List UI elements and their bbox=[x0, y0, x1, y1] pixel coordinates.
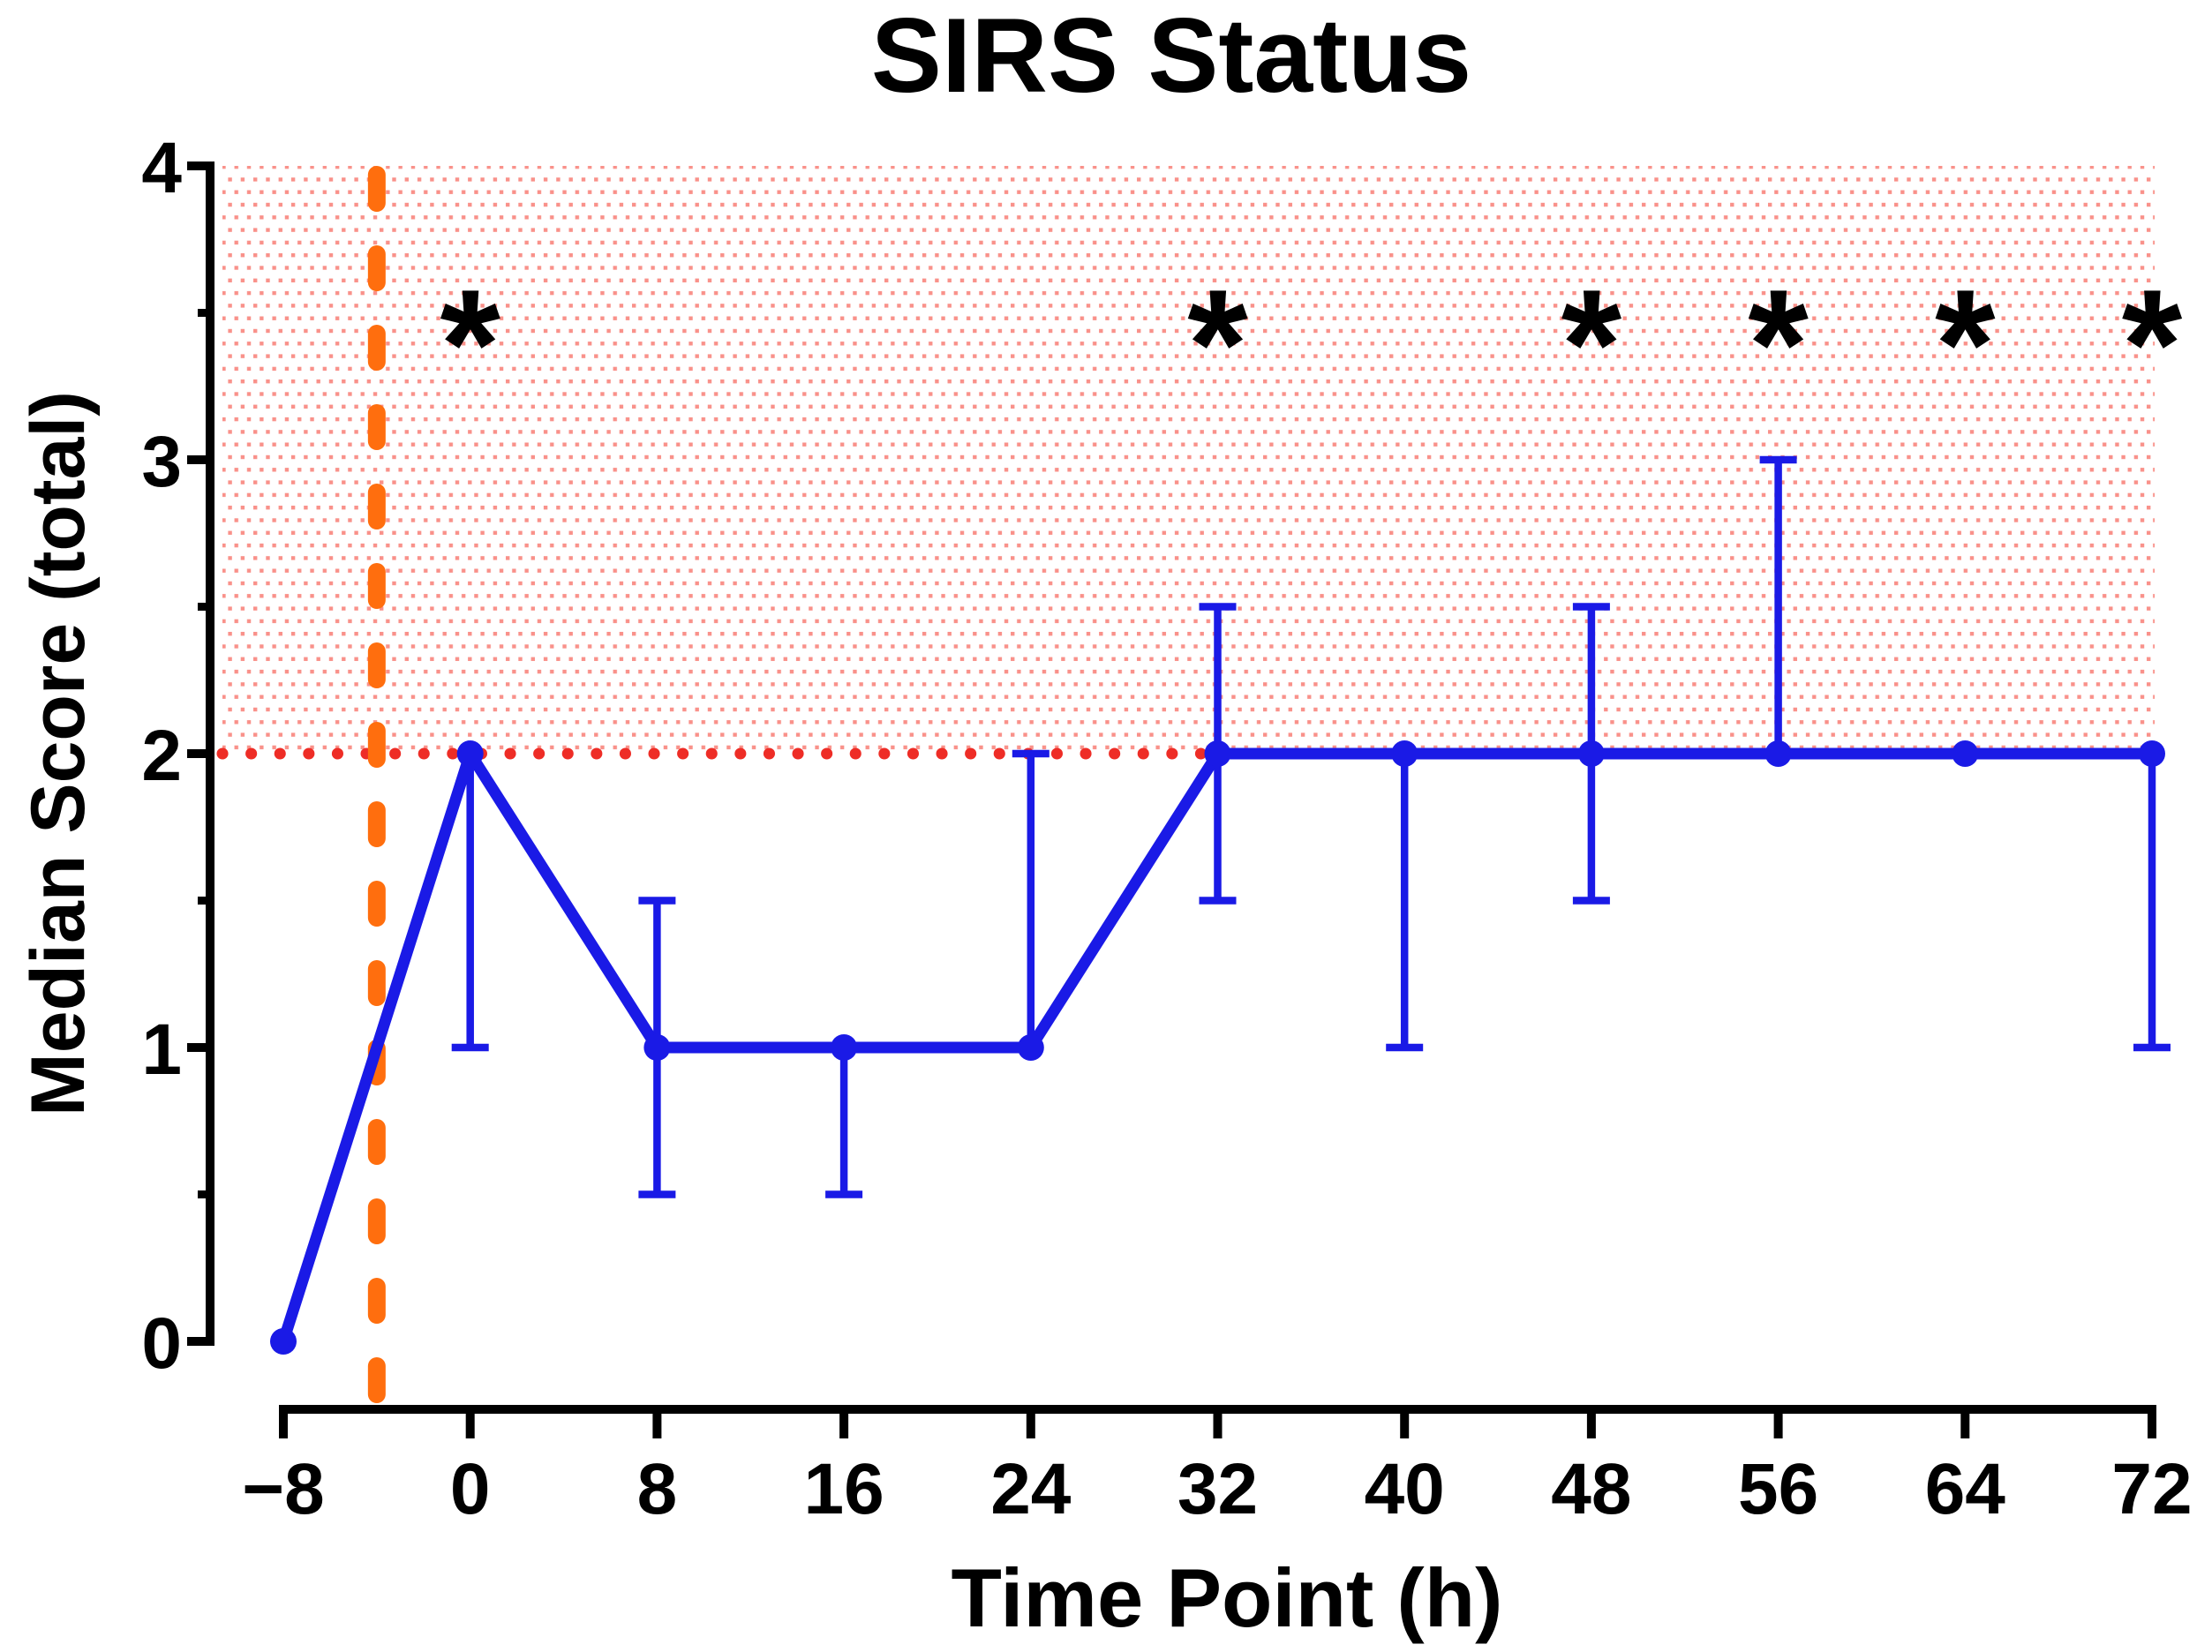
significance-asterisk: * bbox=[1748, 259, 1809, 432]
data-point bbox=[1952, 740, 1979, 767]
significance-asterisk: * bbox=[1561, 259, 1622, 432]
chart-title: SIRS Status bbox=[871, 0, 1471, 115]
x-tick-label: 8 bbox=[637, 1449, 678, 1529]
y-tick-label: 1 bbox=[141, 1010, 182, 1090]
x-tick-label: 32 bbox=[1177, 1449, 1258, 1529]
x-tick-label: 40 bbox=[1365, 1449, 1445, 1529]
data-point bbox=[1204, 740, 1231, 767]
series-layer bbox=[270, 455, 2171, 1355]
x-tick-label: 72 bbox=[2111, 1449, 2192, 1529]
axes-layer: 0 1 2 3 4 −8 0 8 16 24 32 40 48 56 64 72 bbox=[141, 128, 2192, 1529]
significance-asterisk: * bbox=[2122, 259, 2183, 432]
significance-asterisk: * bbox=[1187, 259, 1248, 432]
y-tick-label: 3 bbox=[141, 422, 182, 502]
data-point bbox=[1017, 1034, 1044, 1061]
data-point bbox=[1577, 740, 1605, 767]
y-tick-label: 4 bbox=[141, 128, 182, 208]
significance-asterisk: * bbox=[1935, 259, 1996, 432]
data-point bbox=[270, 1328, 297, 1355]
x-tick-label: 24 bbox=[990, 1449, 1072, 1529]
shaded-region-layer bbox=[222, 166, 2155, 754]
x-tick-label: 16 bbox=[803, 1449, 884, 1529]
x-tick-label: 0 bbox=[450, 1449, 491, 1529]
y-tick-label: 0 bbox=[141, 1303, 182, 1384]
data-point bbox=[1764, 740, 1792, 767]
significance-layer: * * * * * * bbox=[440, 259, 2182, 432]
x-tick-label: −8 bbox=[242, 1449, 325, 1529]
y-axis-title: Median Score (total) bbox=[16, 391, 101, 1116]
x-tick-label: 48 bbox=[1551, 1449, 1631, 1529]
data-point bbox=[831, 1034, 858, 1061]
x-tick-label: 64 bbox=[1925, 1449, 2006, 1529]
data-point bbox=[643, 1034, 671, 1061]
significance-asterisk: * bbox=[440, 259, 500, 432]
data-point bbox=[456, 740, 484, 767]
y-tick-label: 2 bbox=[141, 716, 182, 796]
data-point bbox=[2139, 740, 2165, 767]
shaded-region bbox=[222, 166, 2155, 754]
data-point bbox=[1391, 740, 1418, 767]
x-axis-title: Time Point (h) bbox=[952, 1551, 1503, 1644]
x-tick-label: 56 bbox=[1738, 1449, 1818, 1529]
